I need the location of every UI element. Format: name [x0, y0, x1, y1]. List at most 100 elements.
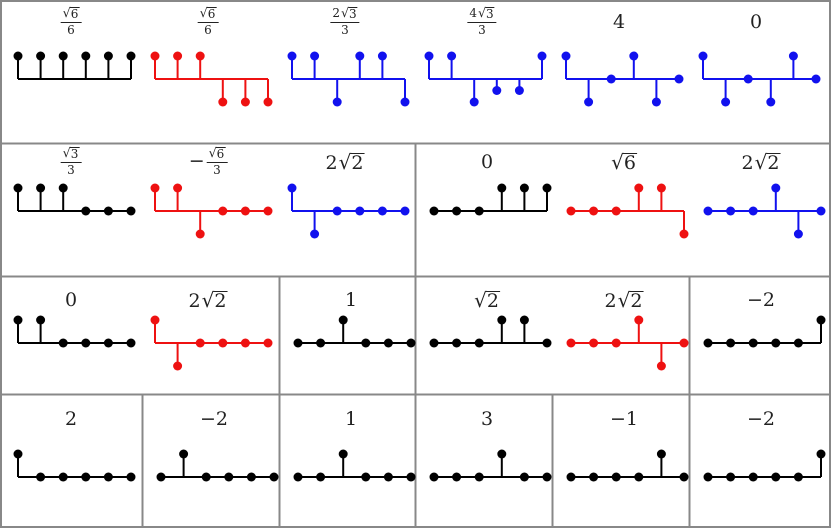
stem-glyph: [703, 449, 826, 482]
label-text: −2: [746, 408, 776, 430]
glyph-label: 0: [750, 13, 762, 32]
stem-dot: [606, 74, 616, 84]
stem-dot: [150, 183, 160, 193]
numerator: √ 6: [197, 6, 219, 23]
radicand: 2: [350, 152, 365, 174]
stem-dot: [103, 51, 113, 61]
stem-dot: [400, 206, 410, 216]
stem-dot: [492, 86, 502, 95]
stem-dot: [537, 51, 547, 61]
stem-dot: [310, 51, 320, 61]
stem-dot: [721, 97, 731, 107]
denominator: 6: [204, 22, 212, 37]
stem-dot: [361, 338, 371, 348]
stem-glyph: [293, 315, 416, 348]
stem-dot: [748, 472, 758, 482]
radical: √ 3: [62, 145, 80, 161]
stem-dot: [173, 51, 183, 61]
stem-dot: [332, 97, 342, 107]
stem-dot: [406, 472, 416, 482]
radicand: 3: [69, 147, 80, 161]
numerator: √ 6: [60, 6, 82, 23]
stem-dot: [240, 97, 250, 107]
stem-dot: [81, 206, 91, 216]
radicand: 2: [213, 290, 228, 312]
stem-dot: [36, 183, 46, 193]
stem-glyph: [150, 183, 273, 239]
stem-dot: [589, 338, 599, 348]
coefficient: 2: [188, 290, 201, 312]
stem-dot: [447, 51, 457, 61]
stem-dot: [469, 97, 479, 107]
stem-dot: [58, 472, 68, 482]
radical: √ 2: [338, 150, 365, 174]
glyph-label: √ 6 6: [60, 6, 82, 38]
label-text: −2: [199, 408, 229, 430]
stem-dot: [634, 315, 644, 325]
stem-dot: [424, 51, 434, 61]
glyph-label: 4: [613, 13, 625, 32]
stem-dot: [263, 338, 273, 348]
stem-dot: [383, 338, 393, 348]
stem-dot: [519, 472, 529, 482]
stem-dot: [726, 338, 736, 348]
stem-dot: [793, 229, 803, 239]
stem-dot: [400, 97, 410, 107]
radical: √ 2: [201, 288, 228, 312]
stem-dot: [218, 338, 228, 348]
stem-dot: [338, 315, 348, 325]
stem-dot: [36, 472, 46, 482]
stem-dot: [703, 472, 713, 482]
stem-dot: [377, 206, 387, 216]
stem-dot: [793, 338, 803, 348]
stem-dot: [287, 51, 297, 61]
stem-glyph: [150, 315, 273, 371]
stem-dot: [514, 86, 524, 95]
stem-dot: [611, 472, 621, 482]
glyph-label: 3: [481, 410, 493, 429]
stem-glyph: [429, 449, 552, 482]
stem-dot: [703, 338, 713, 348]
numerator: √ 3: [60, 145, 82, 163]
radicand: 2: [485, 290, 500, 312]
stem-dot: [58, 338, 68, 348]
fraction: 4 √ 3 3: [467, 6, 497, 38]
radicand: 6: [215, 147, 226, 161]
stem-glyph: [566, 183, 689, 239]
stem-dot: [195, 338, 205, 348]
fraction: 2 √ 3 3: [330, 5, 360, 38]
stem-dot: [406, 338, 416, 348]
stem-dot: [497, 315, 507, 325]
radical: √ 3: [340, 5, 358, 21]
stem-dot: [332, 206, 342, 216]
stem-dot: [634, 183, 644, 193]
stem-dot: [429, 206, 439, 216]
stem-dot: [81, 51, 91, 61]
stem-dot: [656, 361, 666, 371]
stem-dot: [218, 97, 228, 107]
stem-dot: [748, 206, 758, 216]
label-text: 4: [612, 11, 626, 33]
stem-dot: [201, 472, 211, 482]
label-text: 1: [344, 408, 358, 430]
stem-glyph: [150, 51, 273, 107]
radicand: 3: [485, 7, 495, 21]
stem-dot: [179, 449, 189, 459]
stem-glyph: [429, 183, 552, 216]
denominator: 3: [213, 162, 221, 177]
stem-dot: [566, 338, 576, 348]
stem-dot: [103, 472, 113, 482]
radicand: 2: [629, 290, 644, 312]
stem-glyph: [703, 315, 826, 348]
stem-glyph: [429, 315, 552, 348]
glyph-label: 2 √ 3 3: [330, 5, 360, 38]
stem-dot: [452, 338, 462, 348]
stem-dot: [816, 315, 826, 325]
stem-dot: [542, 472, 552, 482]
stem-dot: [519, 315, 529, 325]
stem-glyph: [293, 449, 416, 482]
stem-dot: [788, 51, 798, 61]
stem-glyph: [13, 449, 136, 482]
glyph-label: √ 6: [611, 152, 637, 174]
stem-dot: [589, 206, 599, 216]
